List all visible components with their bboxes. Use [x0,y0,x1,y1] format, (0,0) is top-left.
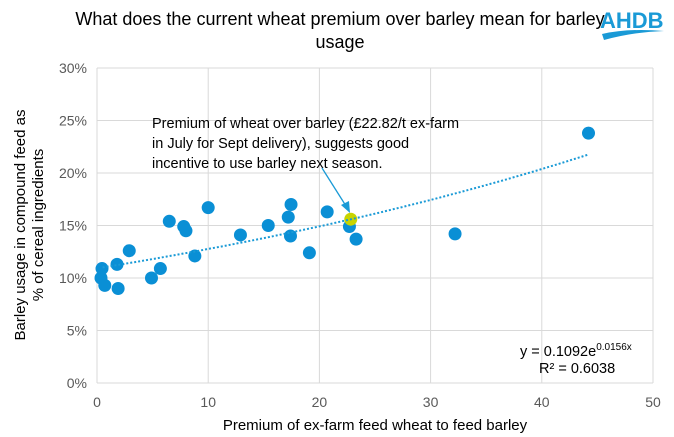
data-point [188,249,202,263]
y-tick-label: 5% [67,323,87,339]
svg-text:AHDB: AHDB [600,8,664,33]
x-tick-label: 40 [534,394,550,410]
data-point [582,126,596,140]
y-tick-label: 10% [59,270,87,286]
data-point [122,244,136,258]
annotation-arrowhead [341,201,350,213]
data-point [111,282,125,295]
y-tick-label: 30% [59,60,87,76]
data-point [233,228,247,242]
y-axis-label-line2: % of cereal ingredients [30,149,47,302]
equation-exponent: 0.0156x [596,342,632,353]
x-tick-label: 20 [312,394,328,410]
y-tick-label: 25% [59,113,87,129]
chart-title: What does the current wheat premium over… [75,9,605,52]
annotation-line: in July for Sept delivery), suggests goo… [152,136,409,152]
data-point [349,232,363,246]
r-squared-label: R² = 0.6038 [539,361,615,377]
x-tick-label: 50 [645,394,661,410]
y-axis-label-line1: Barley usage in compound feed as [12,110,29,341]
data-point [162,214,176,228]
data-point [320,205,334,219]
trendline-equation: y = 0.1092e0.0156x [520,342,632,360]
y-tick-label: 15% [59,218,87,234]
x-axis-label: Premium of ex-farm feed wheat to feed ba… [223,417,528,434]
data-point [302,246,316,260]
y-tick-label: 0% [67,375,87,391]
y-tick-label: 20% [59,165,87,181]
data-point [179,224,193,238]
data-point [448,227,462,241]
annotation-line: incentive to use barley next season. [152,156,383,172]
data-point [95,262,109,276]
x-tick-label: 30 [423,394,439,410]
data-point [283,229,297,243]
data-point [261,219,275,232]
data-point [281,210,295,224]
data-point [144,271,158,285]
data-point [284,198,298,211]
data-point [153,262,167,276]
ahdb-logo: AHDB [600,8,664,40]
annotation-arrow [321,167,347,207]
data-point [98,278,112,292]
x-tick-label: 10 [200,394,216,410]
data-point [110,257,124,271]
annotation-line: Premium of wheat over barley (£22.82/t e… [152,116,459,132]
x-tick-label: 0 [93,394,101,410]
data-point [201,201,215,215]
